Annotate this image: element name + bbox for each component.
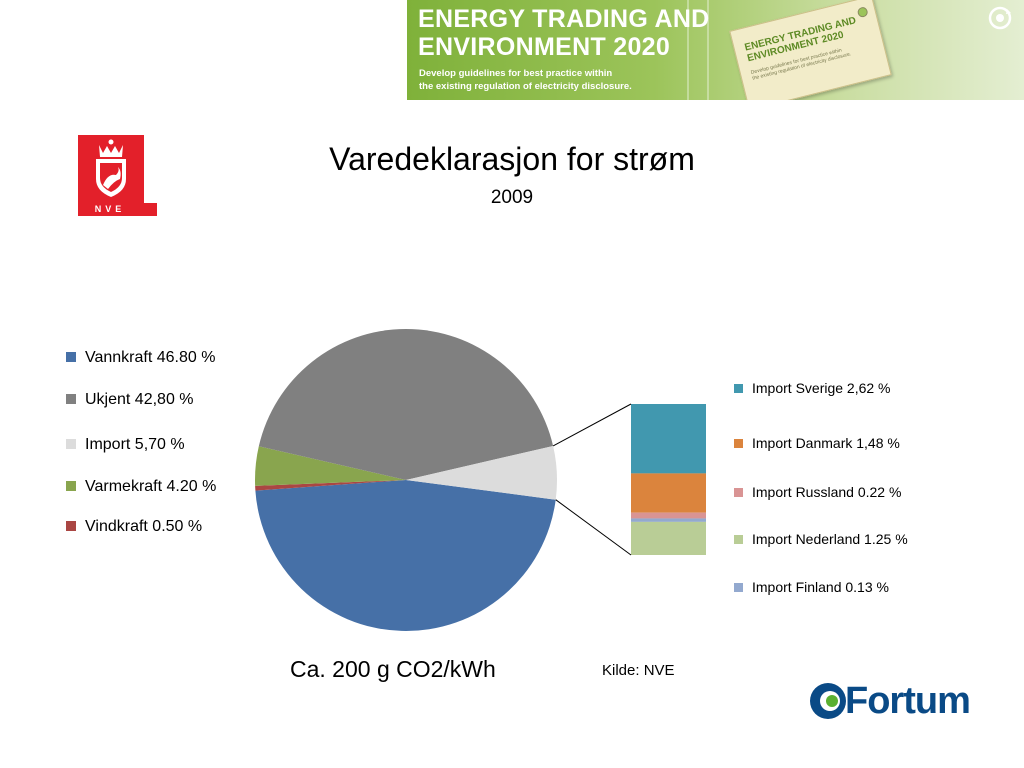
breakdown-segment-4 [631,521,706,555]
connector-bottom [555,499,632,556]
main-legend-swatch [66,439,76,449]
main-legend-item: Vannkraft 46.80 % [66,348,215,368]
main-legend-label: Vindkraft 0.50 % [85,518,203,535]
import-legend-label: Import Sverige 2,62 % [752,380,891,396]
connector-top [552,403,632,447]
import-legend-swatch [734,488,743,497]
pie-slice-2 [254,446,406,486]
import-legend-item: Import Russland 0.22 % [734,483,901,501]
breakdown-segment-1 [631,473,706,513]
main-legend-label: Vannkraft 46.80 % [85,349,216,366]
main-legend-swatch [66,352,76,362]
banner-subtitle: Develop guidelines for best practice wit… [419,67,632,93]
main-legend-swatch [66,481,76,491]
import-legend-swatch [734,583,743,592]
import-legend-label: Import Danmark 1,48 % [752,435,900,451]
event-banner: ENERGY TRADING AND ENVIRONMENT 2020 Deve… [407,0,1024,100]
main-legend-label: Ukjent 42,80 % [85,391,194,408]
banner-title-line1: ENERGY TRADING AND [418,5,710,33]
main-legend-item: Varmekraft 4.20 % [66,477,216,497]
main-legend-item: Ukjent 42,80 % [66,390,194,410]
pie-slice-0 [255,480,556,632]
import-legend-item: Import Danmark 1,48 % [734,434,900,452]
co2-note: Ca. 200 g CO2/kWh [290,656,496,682]
import-legend-item: Import Sverige 2,62 % [734,379,891,397]
import-legend-item: Import Finland 0.13 % [734,578,889,596]
pie-slice-3 [258,328,554,480]
nve-logo-label: NVE [94,204,126,214]
pie-slice-4 [406,445,558,500]
pie-slice-1 [255,480,406,491]
import-legend-item: Import Nederland 1.25 % [734,530,908,548]
breakdown-segment-0 [631,404,706,474]
breakdown-segment-2 [631,512,706,519]
main-legend-item: Vindkraft 0.50 % [66,517,202,537]
import-legend-swatch [734,384,743,393]
nve-logo [78,135,157,216]
chart-title: Varedeklarasjon for strøm [329,141,695,177]
import-legend-label: Import Russland 0.22 % [752,484,902,500]
main-legend-label: Import 5,70 % [85,436,185,453]
banner-title-line2: ENVIRONMENT 2020 [418,33,671,61]
main-legend-label: Varmekraft 4.20 % [85,478,217,495]
breakdown-segment-3 [631,518,706,522]
fortum-logo-text: Fortum [845,680,971,722]
import-legend-label: Import Nederland 1.25 % [752,531,908,547]
banner-subtitle-line1: Develop guidelines for best practice wit… [419,68,613,79]
banner-subtitle-line2: the existing regulation of electricity d… [419,81,632,92]
import-legend-label: Import Finland 0.13 % [752,579,889,595]
recycle-icon [988,6,1012,30]
fortum-logo [810,683,846,719]
source-note: Kilde: NVE [602,662,675,679]
main-legend-item: Import 5,70 % [66,435,185,455]
import-legend-swatch [734,439,743,448]
import-legend-swatch [734,535,743,544]
main-legend-swatch [66,394,76,404]
windmill-decoration [707,0,709,100]
main-legend-swatch [66,521,76,531]
chart-subtitle: 2009 [490,187,534,208]
windmill-decoration [687,0,689,100]
banner-title: ENERGY TRADING AND ENVIRONMENT 2020 [418,5,710,61]
